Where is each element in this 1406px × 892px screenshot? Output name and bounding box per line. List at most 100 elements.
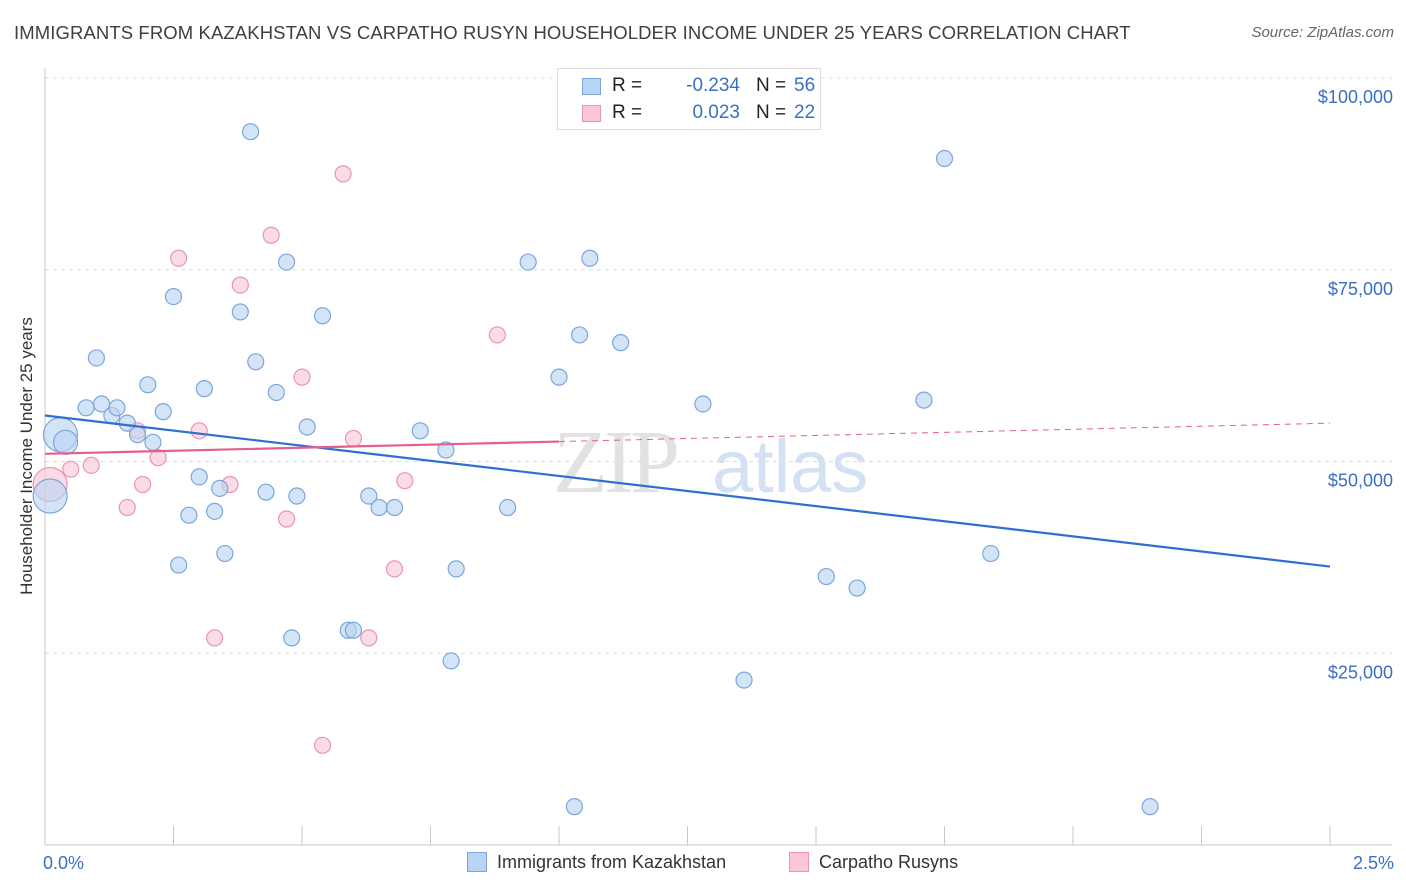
y-tick-label: $25,000 — [1328, 662, 1393, 682]
trend-lines — [44, 414, 1331, 568]
carpatho-point — [488, 326, 506, 344]
legend-swatch-blue — [582, 78, 601, 95]
y-tick-labels: $25,000 $50,000 $75,000 $100,000 — [1318, 87, 1393, 682]
watermark-zip: ZIP — [553, 413, 677, 512]
kazakhstan-point — [848, 579, 866, 597]
kazakhstan-point — [447, 560, 465, 578]
kazakhstan-point — [612, 334, 630, 352]
kazakhstan-point — [154, 403, 172, 421]
kazakhstan-point — [267, 383, 285, 402]
kazakhstan-point — [195, 380, 213, 398]
carpatho-point — [360, 629, 378, 647]
source-label: Source: ZipAtlas.com — [1251, 24, 1394, 41]
kazakhstan-point — [190, 468, 208, 486]
kazakhstan-point — [52, 429, 79, 455]
kazakhstan-point — [370, 498, 388, 517]
y-tick-label: $50,000 — [1328, 471, 1393, 491]
carpatho-point — [396, 472, 414, 490]
r-value: -0.234 — [686, 75, 740, 96]
grid — [45, 77, 1392, 654]
legend-item-kazakhstan: Immigrants from Kazakhstan — [467, 852, 726, 873]
n-label: N = — [756, 102, 787, 123]
kazakhstan-point — [411, 422, 429, 440]
carpatho-point — [82, 456, 100, 474]
trend-line-carpatho — [44, 440, 560, 455]
kazakhstan-point — [982, 544, 1000, 563]
axes — [44, 68, 1392, 846]
kazakhstan-point — [442, 652, 460, 670]
kazakhstan-point — [139, 376, 157, 394]
kazakhstan-point — [277, 253, 296, 271]
kazakhstan-point — [519, 253, 537, 271]
kazakhstan-point — [32, 478, 68, 514]
legend-label: Carpatho Rusyns — [819, 852, 959, 872]
carpatho-point — [293, 368, 311, 386]
carpatho-point — [149, 449, 167, 467]
carpatho-point — [231, 276, 249, 294]
series-immigrants-from-kazakhstan — [32, 123, 1159, 816]
x-tick-min: 0.0% — [43, 853, 85, 873]
carpatho-point — [334, 165, 352, 183]
kazakhstan-point — [313, 307, 332, 325]
kazakhstan-point — [570, 326, 589, 344]
y-tick-label: $100,000 — [1318, 87, 1393, 107]
kazakhstan-point — [170, 556, 188, 574]
kazakhstan-point — [565, 798, 584, 816]
kazakhstan-point — [216, 544, 234, 563]
legend-swatch-pink — [789, 852, 809, 872]
kazakhstan-point — [499, 498, 517, 517]
r-label: R = — [612, 102, 643, 123]
legend-label: Immigrants from Kazakhstan — [497, 852, 727, 872]
kazakhstan-point — [935, 149, 954, 168]
n-label: N = — [756, 75, 787, 96]
kazakhstan-point — [550, 368, 568, 386]
trend-line-kazakhstan — [44, 414, 1331, 568]
carpatho-point — [344, 429, 362, 448]
series-carpatho-rusyns — [32, 165, 506, 754]
r-value: 0.023 — [692, 102, 740, 123]
carpatho-point — [62, 460, 80, 478]
carpatho-point — [190, 422, 208, 440]
kazakhstan-point — [77, 399, 95, 417]
kazakhstan-point — [437, 441, 455, 459]
legend-swatch-pink — [582, 105, 601, 122]
kazakhstan-point — [247, 353, 265, 371]
chart-title: IMMIGRANTS FROM KAZAKHSTAN VS CARPATHO R… — [14, 22, 1131, 43]
kazakhstan-point — [694, 395, 712, 413]
carpatho-point — [277, 510, 296, 528]
kazakhstan-point — [735, 671, 753, 689]
kazakhstan-point — [231, 303, 249, 321]
kazakhstan-point — [288, 487, 306, 505]
legend-swatch-blue — [467, 852, 487, 872]
legend-item-carpatho: Carpatho Rusyns — [789, 852, 958, 873]
kazakhstan-point — [164, 287, 183, 306]
carpatho-point — [118, 498, 136, 517]
x-tick-max: 2.5% — [1352, 853, 1394, 873]
kazakhstan-point — [257, 483, 275, 501]
correlation-legend: R = -0.234 N = 56 R = 0.023 N = 22 — [557, 68, 821, 130]
kazakhstan-point — [283, 629, 301, 647]
kazakhstan-point — [817, 567, 835, 586]
r-label: R = — [612, 75, 643, 96]
kazakhstan-point — [581, 249, 599, 267]
kazakhstan-point — [298, 418, 316, 436]
kazakhstan-point — [206, 502, 224, 520]
kazakhstan-point — [915, 391, 933, 409]
kazakhstan-point — [180, 506, 198, 524]
kazakhstan-point — [360, 487, 378, 505]
carpatho-point — [170, 249, 188, 267]
carpatho-point — [313, 736, 332, 754]
carpatho-point — [206, 629, 224, 647]
kazakhstan-point — [211, 479, 229, 497]
watermark: ZIP atlas — [553, 413, 868, 512]
n-value: 22 — [794, 102, 816, 123]
watermark-atlas: atlas — [712, 425, 868, 508]
kazakhstan-point — [144, 433, 162, 451]
kazakhstan-point — [128, 426, 147, 444]
y-axis-label: Householder Income Under 25 years — [17, 317, 36, 595]
kazakhstan-point — [344, 621, 362, 639]
kazakhstan-point — [1141, 798, 1159, 816]
carpatho-point — [262, 226, 280, 244]
kazakhstan-point — [385, 498, 404, 517]
